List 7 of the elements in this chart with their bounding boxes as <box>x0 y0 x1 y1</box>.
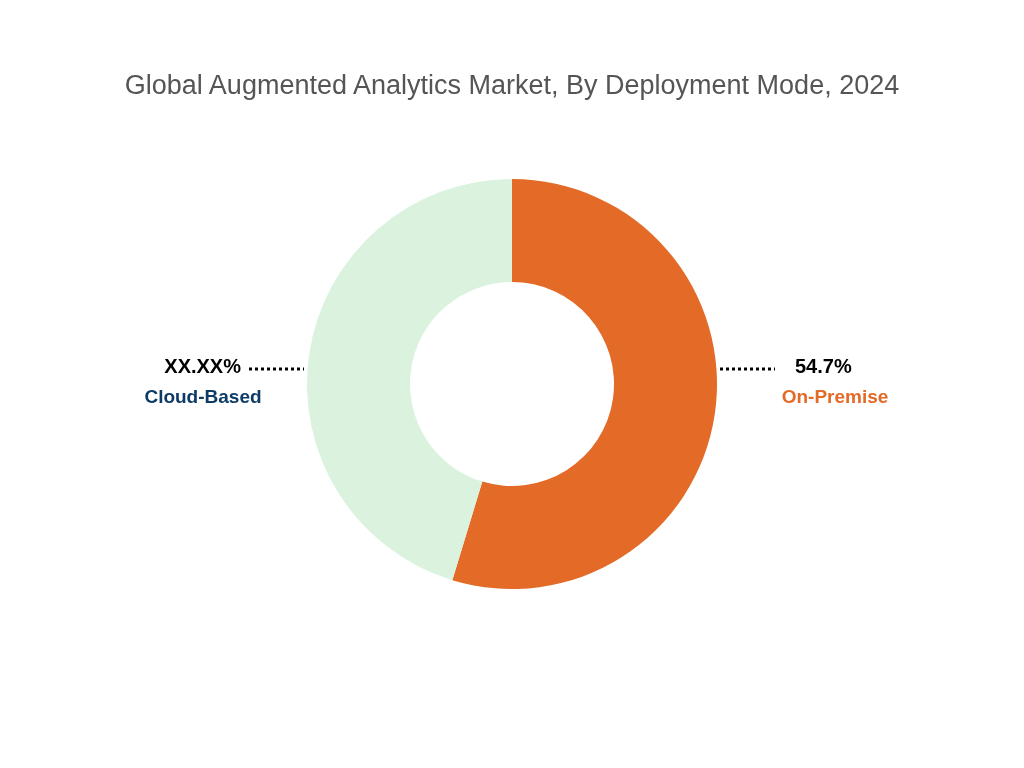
slice-label: On-Premise <box>781 386 889 407</box>
data-label: XX.XX% <box>164 355 242 377</box>
donut-slice <box>452 179 717 589</box>
donut-slice <box>307 179 512 581</box>
slice-label: Cloud-Based <box>144 386 262 407</box>
chart-title: Global Augmented Analytics Market, By Deployment Mode, 2024 <box>124 70 900 100</box>
data-label: 54.7% <box>795 355 852 377</box>
